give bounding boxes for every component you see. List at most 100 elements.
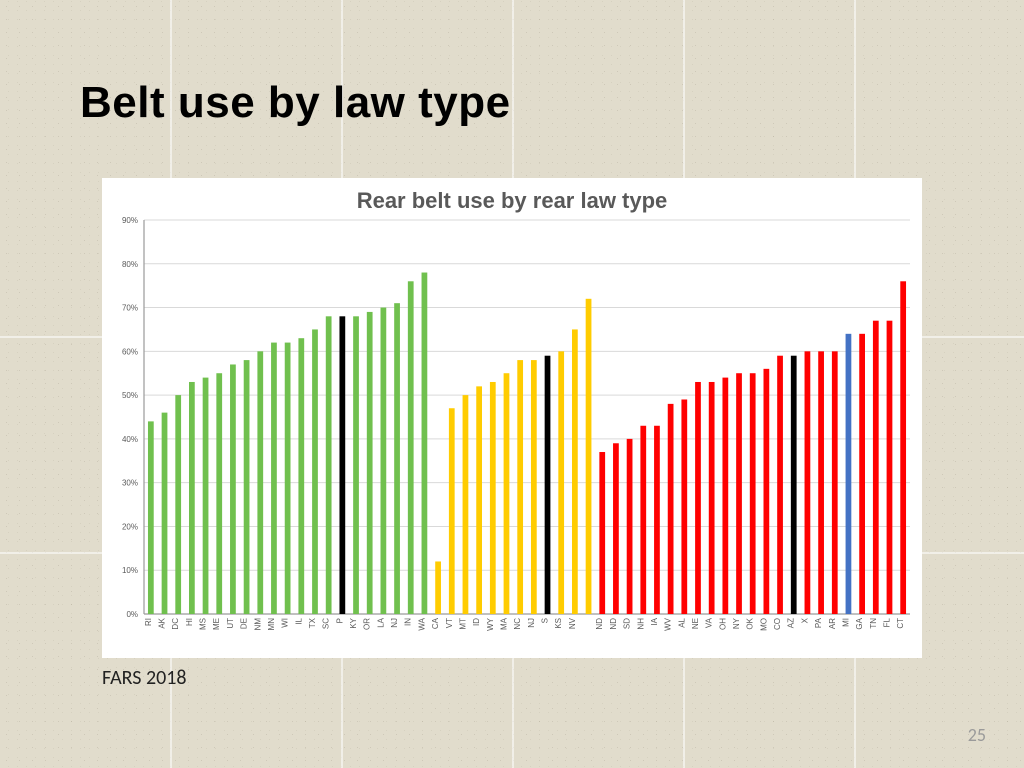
bar bbox=[668, 404, 674, 614]
x-tick-label: MN bbox=[267, 618, 276, 631]
bar bbox=[517, 360, 523, 614]
bar bbox=[381, 308, 387, 614]
x-tick-label: CT bbox=[896, 618, 905, 629]
x-tick-label: NV bbox=[568, 617, 577, 629]
slide: Belt use by law type Rear belt use by re… bbox=[0, 0, 1024, 768]
bar bbox=[777, 356, 783, 614]
bar bbox=[326, 316, 332, 614]
x-tick-label: X bbox=[800, 617, 809, 623]
bar bbox=[435, 561, 441, 614]
x-tick-label: ND bbox=[609, 618, 618, 630]
x-tick-label: AK bbox=[158, 617, 167, 628]
bar bbox=[531, 360, 537, 614]
x-tick-label: NY bbox=[732, 617, 741, 629]
x-tick-label: IL bbox=[294, 617, 303, 624]
bar bbox=[736, 373, 742, 614]
svg-text:20%: 20% bbox=[122, 522, 138, 531]
bar bbox=[463, 395, 469, 614]
x-tick-label: IA bbox=[650, 617, 659, 625]
bar bbox=[887, 321, 893, 614]
bar bbox=[613, 443, 619, 614]
x-tick-label: AR bbox=[828, 618, 837, 629]
chart-title: Rear belt use by rear law type bbox=[102, 178, 922, 214]
bar bbox=[449, 408, 455, 614]
bar bbox=[805, 351, 811, 614]
bar bbox=[394, 303, 400, 614]
x-tick-label: MS bbox=[199, 618, 208, 630]
x-tick-label: OK bbox=[746, 617, 755, 629]
bar bbox=[285, 343, 291, 614]
bar bbox=[189, 382, 195, 614]
bar bbox=[681, 399, 687, 614]
bar bbox=[558, 351, 564, 614]
bar bbox=[695, 382, 701, 614]
bar bbox=[545, 356, 551, 614]
svg-text:80%: 80% bbox=[122, 260, 138, 269]
x-tick-label: AZ bbox=[787, 618, 796, 628]
svg-text:60%: 60% bbox=[122, 347, 138, 356]
x-tick-label: CA bbox=[431, 617, 440, 629]
x-tick-label: IN bbox=[404, 618, 413, 626]
x-tick-label: NJ bbox=[527, 618, 536, 628]
x-tick-label: NJ bbox=[390, 618, 399, 628]
x-tick-label: P bbox=[335, 618, 344, 623]
x-tick-label: TN bbox=[869, 618, 878, 629]
footer-source: FARS 2018 bbox=[102, 666, 187, 690]
x-tick-label: VT bbox=[445, 618, 454, 628]
x-tick-label: MO bbox=[759, 618, 768, 631]
x-tick-label: NE bbox=[691, 618, 700, 629]
bar bbox=[586, 299, 592, 614]
x-tick-label: WA bbox=[417, 617, 426, 630]
bar bbox=[490, 382, 496, 614]
bar bbox=[244, 360, 250, 614]
bar bbox=[709, 382, 715, 614]
bar bbox=[148, 421, 154, 614]
bar bbox=[654, 426, 660, 614]
svg-text:10%: 10% bbox=[122, 566, 138, 575]
x-tick-label: DC bbox=[171, 618, 180, 630]
x-tick-label: S bbox=[541, 618, 550, 623]
x-tick-label: ME bbox=[212, 618, 221, 630]
x-tick-label: WV bbox=[664, 617, 673, 631]
bar bbox=[216, 373, 222, 614]
page-number: 25 bbox=[968, 724, 986, 746]
x-tick-label: DE bbox=[240, 618, 249, 629]
x-tick-label: MT bbox=[458, 618, 467, 630]
x-tick-label: KS bbox=[554, 618, 563, 629]
x-tick-label: SC bbox=[322, 618, 331, 629]
bar bbox=[859, 334, 865, 614]
x-tick-label: SD bbox=[623, 618, 632, 629]
x-tick-label: NH bbox=[636, 618, 645, 630]
bar bbox=[818, 351, 824, 614]
x-tick-label: GA bbox=[855, 617, 864, 629]
x-tick-label: WI bbox=[281, 618, 290, 628]
x-tick-label: WY bbox=[486, 617, 495, 631]
x-tick-label: VA bbox=[705, 617, 714, 628]
bar bbox=[873, 321, 879, 614]
bar-chart: 0%10%20%30%40%50%60%70%80%90%RIAKDCHIMSM… bbox=[102, 214, 922, 654]
x-tick-label: KY bbox=[349, 617, 358, 628]
x-tick-label: TX bbox=[308, 617, 317, 628]
svg-text:30%: 30% bbox=[122, 479, 138, 488]
x-tick-label: FL bbox=[882, 617, 891, 627]
bar bbox=[599, 452, 605, 614]
bar bbox=[627, 439, 633, 614]
x-tick-label: CO bbox=[773, 618, 782, 630]
bar bbox=[572, 329, 578, 614]
bar bbox=[203, 378, 209, 614]
slide-title: Belt use by law type bbox=[80, 78, 511, 128]
x-tick-label: RI bbox=[144, 618, 153, 626]
bar bbox=[271, 343, 277, 614]
bar bbox=[900, 281, 906, 614]
x-tick-label: HI bbox=[185, 618, 194, 626]
x-tick-label: MI bbox=[841, 618, 850, 627]
x-tick-label: PA bbox=[814, 617, 823, 628]
bar bbox=[640, 426, 646, 614]
bar bbox=[791, 356, 797, 614]
bar bbox=[504, 373, 510, 614]
x-tick-label: NM bbox=[253, 618, 262, 631]
x-tick-label: OH bbox=[718, 618, 727, 630]
bar bbox=[846, 334, 852, 614]
svg-text:0%: 0% bbox=[126, 610, 138, 619]
bar bbox=[162, 413, 168, 614]
